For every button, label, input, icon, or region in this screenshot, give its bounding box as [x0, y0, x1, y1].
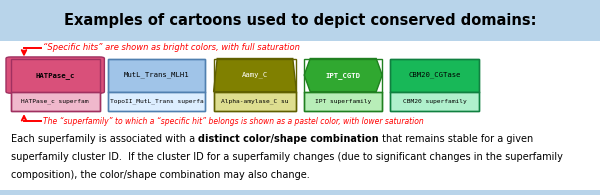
- FancyBboxPatch shape: [6, 57, 104, 93]
- Bar: [390, 58, 479, 111]
- Bar: [108, 92, 205, 111]
- Text: distinct color/shape combination: distinct color/shape combination: [198, 134, 379, 144]
- Text: CBM20_CGTase: CBM20_CGTase: [408, 72, 461, 78]
- Text: CBM20 superfamily: CBM20 superfamily: [403, 99, 466, 104]
- Text: that remains stable for a given: that remains stable for a given: [379, 134, 533, 144]
- Bar: [11, 92, 100, 111]
- Text: Aamy_C: Aamy_C: [242, 72, 268, 78]
- Bar: [214, 58, 296, 111]
- Text: The “superfamily” to which a “specific hit” belongs is shown as a pastel color, : The “superfamily” to which a “specific h…: [43, 117, 424, 126]
- Bar: [390, 58, 479, 92]
- Polygon shape: [214, 58, 296, 92]
- Bar: [304, 92, 382, 111]
- Text: superfamily cluster ID.  If the cluster ID for a superfamily changes (due to sig: superfamily cluster ID. If the cluster I…: [11, 152, 563, 162]
- Text: composition), the color/shape combination may also change.: composition), the color/shape combinatio…: [11, 169, 310, 180]
- Bar: [214, 92, 296, 111]
- Text: Each superfamily is associated with a: Each superfamily is associated with a: [11, 134, 198, 144]
- Text: “Specific hits” are shown as bright colors, with full saturation: “Specific hits” are shown as bright colo…: [43, 43, 300, 52]
- Bar: [0, 0, 600, 41]
- Polygon shape: [304, 58, 382, 92]
- Bar: [304, 58, 382, 111]
- Text: Examples of cartoons used to depict conserved domains:: Examples of cartoons used to depict cons…: [64, 13, 536, 28]
- Bar: [108, 58, 205, 92]
- Text: TopoII_MutL_Trans superfa: TopoII_MutL_Trans superfa: [110, 99, 203, 104]
- Bar: [11, 58, 100, 111]
- Text: MutL_Trans_MLH1: MutL_Trans_MLH1: [124, 72, 190, 78]
- Text: HATPase_c superfam: HATPase_c superfam: [22, 99, 89, 104]
- Bar: [108, 58, 205, 111]
- Text: IPT_CGTD: IPT_CGTD: [326, 72, 361, 79]
- Text: HATPase_c: HATPase_c: [35, 72, 75, 79]
- Bar: [0, 190, 600, 195]
- Text: Alpha-amylase_C su: Alpha-amylase_C su: [221, 99, 289, 104]
- Bar: [0, 41, 600, 195]
- Bar: [390, 92, 479, 111]
- Text: IPT superfamily: IPT superfamily: [315, 99, 371, 104]
